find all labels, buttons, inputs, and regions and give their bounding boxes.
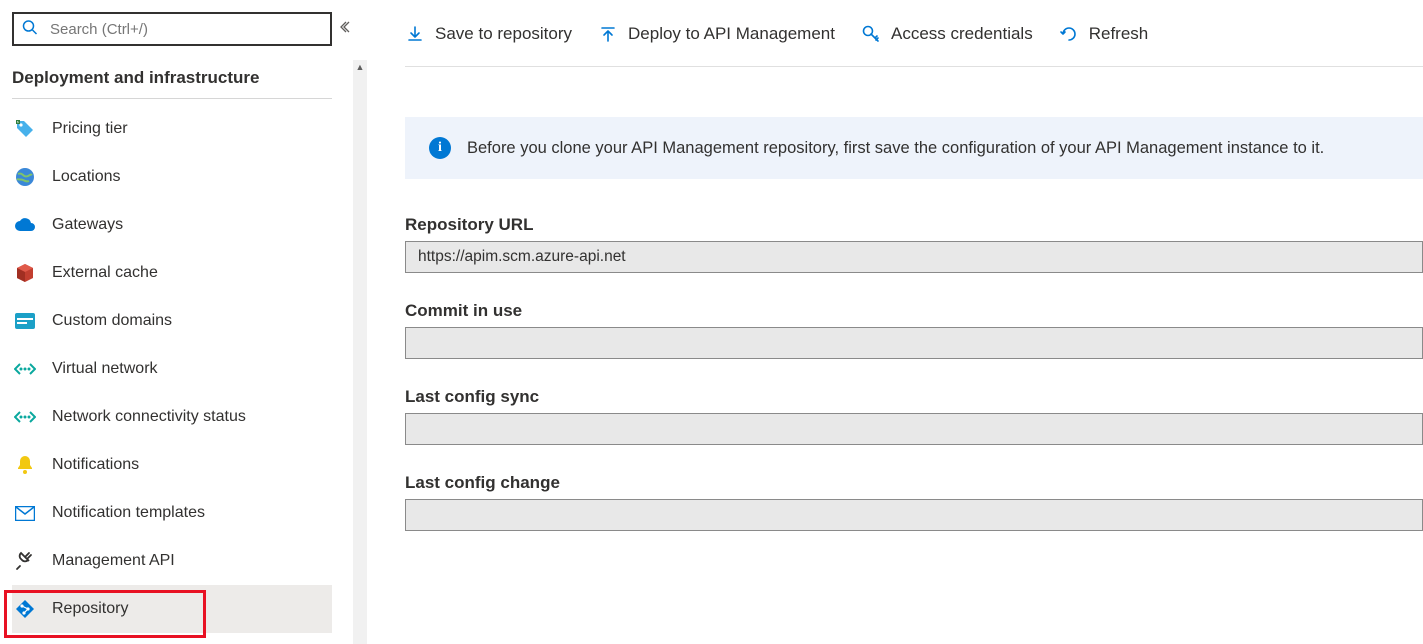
sidebar-item-label: Locations (52, 168, 121, 186)
sidebar-item-label: Custom domains (52, 312, 172, 330)
sidebar-nav: $ Pricing tier Locations Gateways (12, 105, 332, 633)
network-icon (14, 358, 36, 380)
sidebar-item-notification-templates[interactable]: Notification templates (12, 489, 332, 537)
sidebar-item-label: Virtual network (52, 360, 158, 378)
sidebar-item-repository[interactable]: Repository (12, 585, 332, 633)
deploy-button[interactable]: Deploy to API Management (598, 20, 835, 48)
globe-icon (14, 166, 36, 188)
save-to-repository-button[interactable]: Save to repository (405, 20, 572, 48)
download-icon (405, 24, 425, 44)
bell-icon (14, 454, 36, 476)
commit-field[interactable] (405, 327, 1423, 359)
sidebar-item-management-api[interactable]: Management API (12, 537, 332, 585)
sidebar-item-gateways[interactable]: Gateways (12, 201, 332, 249)
section-header: Deployment and infrastructure (12, 64, 332, 99)
search-icon (22, 20, 38, 39)
sidebar-item-label: Notifications (52, 456, 139, 474)
key-icon (861, 24, 881, 44)
cube-icon (14, 262, 36, 284)
refresh-button[interactable]: Refresh (1059, 20, 1149, 48)
toolbar-label: Save to repository (435, 24, 572, 44)
git-icon (14, 598, 36, 620)
toolbar-label: Access credentials (891, 24, 1033, 44)
toolbar-label: Refresh (1089, 24, 1149, 44)
toolbar: Save to repository Deploy to API Managem… (405, 20, 1423, 67)
upload-icon (598, 24, 618, 44)
toolbar-label: Deploy to API Management (628, 24, 835, 44)
sidebar-item-label: Gateways (52, 216, 123, 234)
sidebar-item-virtual-network[interactable]: Virtual network (12, 345, 332, 393)
last-change-label: Last config change (405, 473, 1423, 493)
tag-icon: $ (14, 118, 36, 140)
last-sync-field[interactable] (405, 413, 1423, 445)
sidebar-item-label: External cache (52, 264, 158, 282)
repo-url-label: Repository URL (405, 215, 1423, 235)
refresh-icon (1059, 24, 1079, 44)
scroll-up-icon[interactable]: ▲ (353, 60, 367, 74)
collapse-sidebar-button[interactable] (339, 19, 359, 39)
sidebar-item-external-cache[interactable]: External cache (12, 249, 332, 297)
info-icon: i (429, 137, 451, 159)
info-banner: i Before you clone your API Management r… (405, 117, 1423, 179)
search-container (12, 12, 332, 46)
network-icon (14, 406, 36, 428)
sidebar-item-label: Repository (52, 600, 128, 618)
scrollbar[interactable]: ▲ (353, 60, 367, 644)
last-sync-label: Last config sync (405, 387, 1423, 407)
repo-url-field[interactable] (405, 241, 1423, 273)
commit-label: Commit in use (405, 301, 1423, 321)
sidebar-item-notifications[interactable]: Notifications (12, 441, 332, 489)
info-text: Before you clone your API Management rep… (467, 139, 1324, 158)
access-credentials-button[interactable]: Access credentials (861, 20, 1033, 48)
cloud-icon (14, 214, 36, 236)
sidebar-item-custom-domains[interactable]: Custom domains (12, 297, 332, 345)
main-content: Save to repository Deploy to API Managem… (365, 0, 1423, 644)
last-change-field[interactable] (405, 499, 1423, 531)
sidebar-item-label: Network connectivity status (52, 408, 246, 426)
sidebar-item-locations[interactable]: Locations (12, 153, 332, 201)
browser-icon (14, 310, 36, 332)
sidebar-item-pricing-tier[interactable]: $ Pricing tier (12, 105, 332, 153)
sidebar-item-label: Pricing tier (52, 120, 128, 138)
sidebar-item-label: Management API (52, 552, 175, 570)
search-input[interactable] (12, 12, 332, 46)
sidebar-item-label: Notification templates (52, 504, 205, 522)
sidebar-item-network-connectivity[interactable]: Network connectivity status (12, 393, 332, 441)
plug-icon (14, 550, 36, 572)
mail-icon (14, 502, 36, 524)
